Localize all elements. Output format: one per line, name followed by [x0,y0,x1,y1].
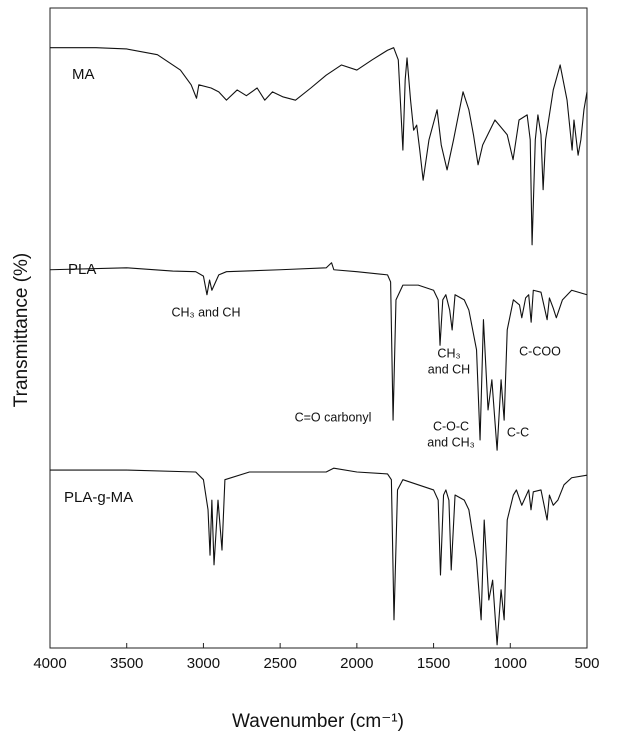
series-label: MA [72,66,95,83]
annotation: CH₃ [437,346,460,360]
x-tick-label: 4000 [33,655,66,672]
annotation: and CH₃ [427,435,474,449]
x-tick-label: 500 [574,655,599,672]
x-tick-label: 1500 [417,655,450,672]
series-label: PLA-g-MA [64,489,133,506]
annotation: C-O-C [433,419,469,433]
x-tick-label: 3500 [110,655,143,672]
y-axis-label: Transmittance (%) [11,253,32,408]
annotation: C-COO [519,344,561,358]
plot-frame [49,7,588,649]
x-axis-label: Wavenumber (cm⁻¹) [232,711,404,732]
annotation: C=O carbonyl [295,410,372,424]
spectrum-line [50,467,588,646]
spectrum-line [49,262,588,451]
x-tick-label: 2000 [340,655,373,672]
x-tick-label: 3000 [187,655,220,672]
series-label: PLA [68,261,96,278]
annotation: C-C [507,425,529,439]
x-tick-label: 1000 [494,655,527,672]
annotation: CH₃ and CH [171,305,240,319]
annotation: and CH [428,362,470,376]
x-tick-label: 2500 [263,655,296,672]
spectrum-line [50,47,588,246]
